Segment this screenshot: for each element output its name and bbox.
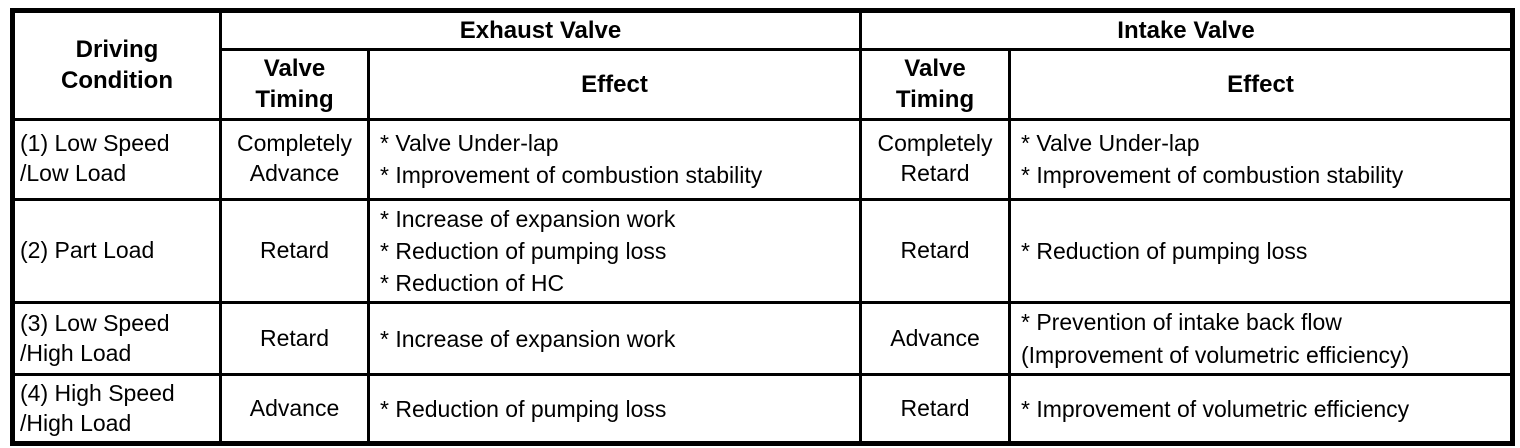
- driving-condition-cell: (4) High Speed /High Load: [11, 373, 222, 446]
- exhaust-valve-timing-cell: Retard: [219, 197, 370, 305]
- intake-valve-timing-cell: Retard: [859, 197, 1011, 305]
- table-row: (2) Part Load Retard * Increase of expan…: [11, 197, 1514, 305]
- exhaust-effect-cell: * Valve Under-lap * Improvement of combu…: [367, 117, 862, 201]
- header-intake-effect: Effect: [1008, 48, 1514, 121]
- driving-condition-cell: (3) Low Speed /High Load: [11, 301, 222, 377]
- intake-valve-timing-cell: Completely Retard: [859, 117, 1011, 201]
- header-exhaust-valve-timing: Valve Timing: [219, 48, 370, 121]
- driving-condition-cell: (2) Part Load: [11, 197, 222, 305]
- exhaust-effect-cell: * Increase of expansion work * Reduction…: [367, 197, 862, 305]
- header-intake-valve-timing: Valve Timing: [859, 48, 1011, 121]
- table-row: (4) High Speed /High Load Advance * Redu…: [11, 373, 1514, 446]
- table-row: (1) Low Speed /Low Load Completely Advan…: [11, 117, 1514, 201]
- driving-condition-cell: (1) Low Speed /Low Load: [11, 117, 222, 201]
- header-intake-valve: Intake Valve: [859, 8, 1514, 52]
- intake-effect-cell: * Valve Under-lap * Improvement of combu…: [1008, 117, 1514, 201]
- intake-valve-timing-cell: Advance: [859, 301, 1011, 377]
- header-driving-condition: Driving Condition: [11, 9, 222, 121]
- exhaust-valve-timing-cell: Completely Advance: [219, 117, 370, 201]
- table-row: (3) Low Speed /High Load Retard * Increa…: [11, 301, 1514, 377]
- valve-timing-table: Driving Condition Exhaust Valve Intake V…: [10, 8, 1515, 447]
- exhaust-valve-timing-cell: Retard: [219, 301, 370, 377]
- intake-effect-cell: * Prevention of intake back flow (Improv…: [1008, 301, 1514, 377]
- exhaust-effect-cell: * Increase of expansion work: [367, 301, 862, 377]
- header-row-columns: Valve Timing Effect Valve Timing Effect: [13, 48, 1514, 121]
- intake-effect-cell: * Improvement of volumetric efficiency: [1008, 373, 1514, 446]
- header-exhaust-effect: Effect: [367, 48, 862, 121]
- exhaust-effect-cell: * Reduction of pumping loss: [367, 373, 862, 446]
- intake-effect-cell: * Reduction of pumping loss: [1008, 197, 1514, 305]
- header-row-groups: Driving Condition Exhaust Valve Intake V…: [11, 8, 1514, 121]
- exhaust-valve-timing-cell: Advance: [219, 373, 370, 446]
- header-exhaust-valve: Exhaust Valve: [219, 8, 862, 52]
- intake-valve-timing-cell: Retard: [859, 373, 1011, 446]
